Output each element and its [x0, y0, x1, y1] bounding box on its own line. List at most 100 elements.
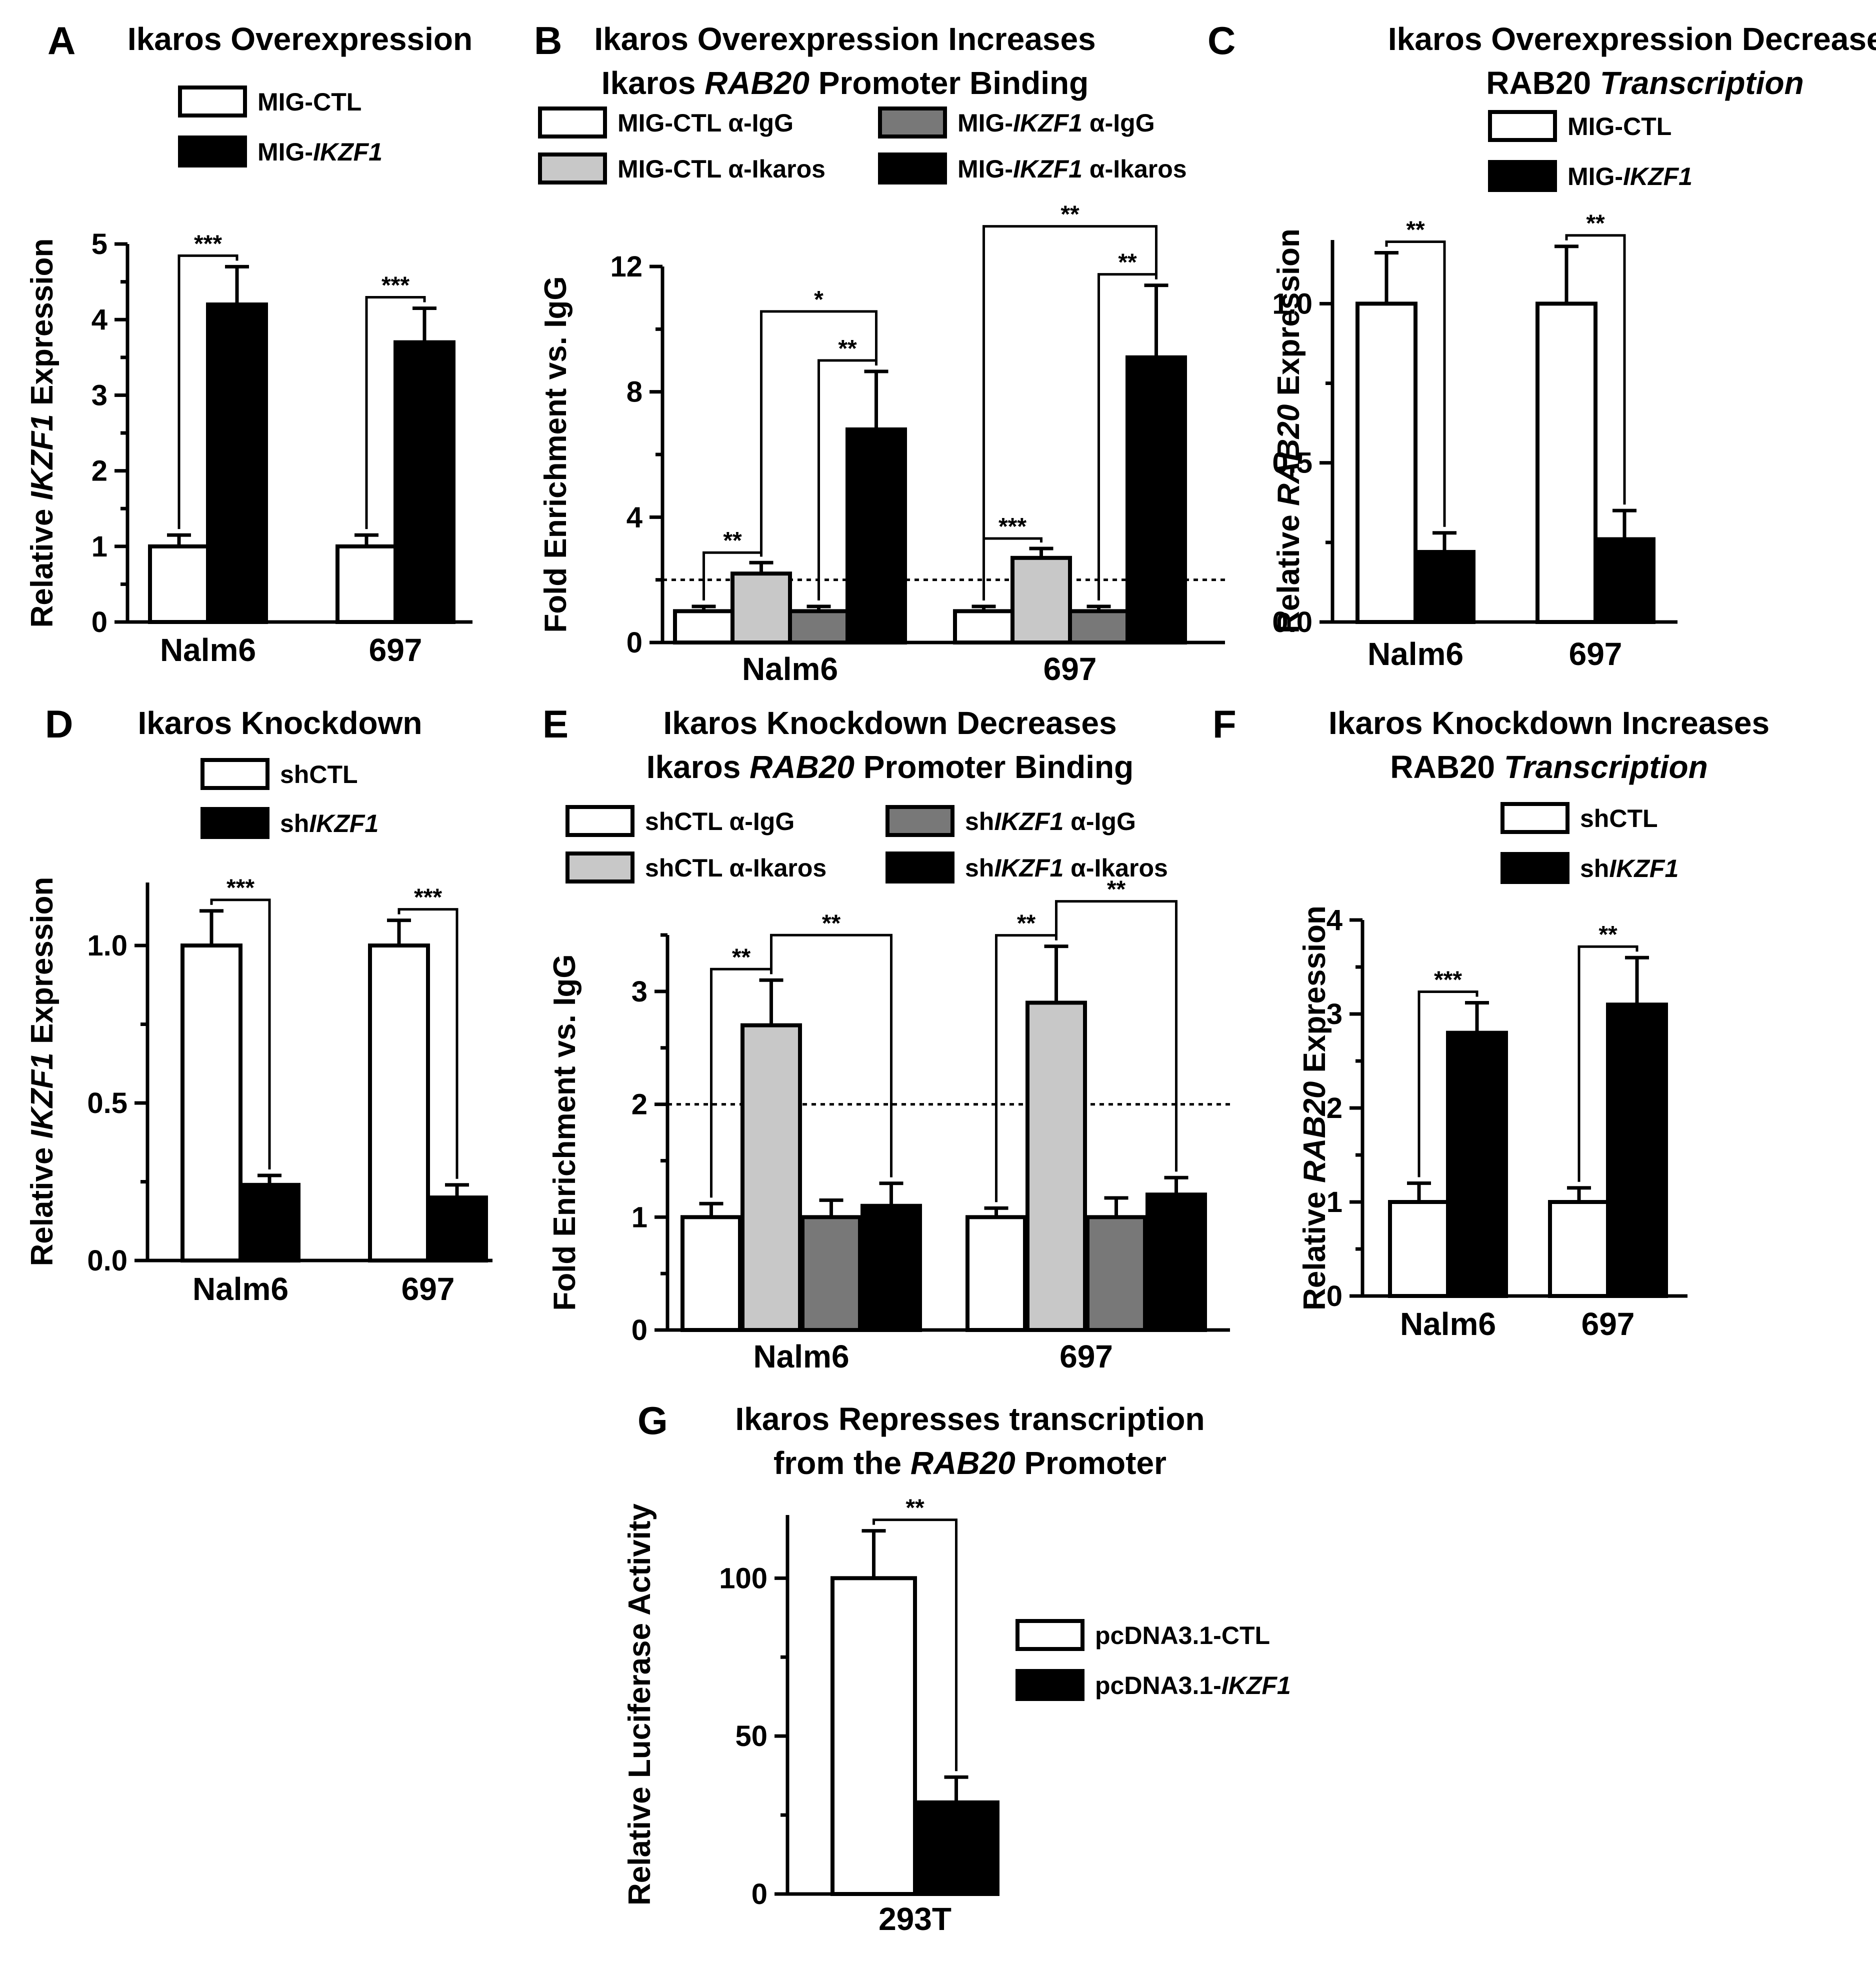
gene-name: IKZF1 — [25, 414, 60, 500]
legend-swatch — [1488, 110, 1557, 142]
significance-label: ** — [1017, 910, 1036, 937]
significance-bracket — [1385, 240, 1446, 527]
legend-swatch — [566, 805, 634, 837]
legend-swatch — [1500, 802, 1570, 834]
y-tick-label: 4 — [92, 304, 108, 336]
significance-label: ** — [732, 944, 751, 970]
legend-label: shCTL — [1580, 804, 1658, 832]
text-part: MIG-CTL — [258, 88, 362, 116]
significance-bracket — [1418, 990, 1478, 1178]
gene-name: Transcription — [1495, 749, 1708, 785]
panel-title: RAB20 Transcription — [1486, 65, 1804, 101]
gene-name: IKZF1 — [994, 808, 1064, 836]
y-axis-title: Relative RAB20 Expression — [1272, 228, 1306, 634]
category-label: Nalm6 — [753, 1338, 849, 1374]
gene-name: IKZF1 — [25, 1052, 60, 1138]
significance-label: ** — [906, 1495, 924, 1522]
gene-name: IKZF1 — [309, 810, 378, 838]
gene-name: IKZF1 — [1013, 109, 1082, 137]
category-label: Nalm6 — [1400, 1306, 1496, 1342]
gene-name: IKZF1 — [994, 854, 1064, 882]
bar-F-0-0 — [1388, 1200, 1450, 1298]
panel-E: E Ikaros Knockdown Decreases Ikaros RAB20 … — [542, 702, 1230, 1374]
text-part: Ikaros Overexpression — [128, 21, 472, 57]
significance-label: ** — [1107, 876, 1126, 903]
text-part: α-IgG — [1082, 109, 1155, 137]
legend-label: MIG-IKZF1 — [258, 138, 382, 166]
text-part: Relative — [25, 1138, 60, 1266]
panel-D: D Ikaros KnockdownshCTLshIKZF10.00.51.0Re… — [25, 702, 492, 1307]
legend-label: shIKZF1 α-IgG — [965, 808, 1136, 836]
text-part: MIG- — [1568, 162, 1623, 190]
legend-swatch — [1016, 1619, 1084, 1651]
y-tick-label: 100 — [719, 1562, 768, 1594]
panel-label: G — [638, 1398, 668, 1442]
bar-E-1-0 — [966, 1215, 1027, 1332]
y-tick-label: 2 — [92, 455, 108, 488]
panel-A: A Ikaros OverexpressionMIG-CTLMIG-IKZF101… — [25, 18, 472, 668]
bar-D-0-1 — [238, 1182, 300, 1263]
text-part: sh — [965, 854, 994, 882]
y-tick-label: 1.0 — [1272, 288, 1312, 320]
significance-label: ** — [1118, 250, 1137, 276]
significance-label: ** — [1060, 202, 1080, 228]
bar-E-0-0 — [680, 1215, 742, 1332]
legend-label: MIG-IKZF1 — [1568, 162, 1692, 190]
bar-E-1-2 — [1086, 1215, 1147, 1332]
gene-name: IKZF1 — [1222, 1672, 1291, 1700]
bar-E-0-2 — [800, 1215, 862, 1332]
gene-name: IKZF1 — [1623, 162, 1692, 190]
y-tick-label: 3 — [92, 379, 108, 412]
bar-C-1-0 — [1536, 302, 1598, 624]
legend-label: MIG-CTL — [1568, 112, 1672, 140]
legend-label: shIKZF1 α-Ikaros — [965, 854, 1168, 882]
y-tick-label: 3 — [1326, 998, 1342, 1030]
bar-B-0-1 — [730, 572, 792, 644]
text-part: Fold Enrichment vs. IgG — [538, 276, 573, 632]
significance-bracket — [982, 225, 1158, 600]
panel-B: B Ikaros Overexpression Increases Ikaros R… — [534, 18, 1225, 687]
text-part: Relative — [1272, 506, 1306, 634]
legend-label: shCTL α-IgG — [645, 808, 794, 836]
text-part: Ikaros Knockdown Increases — [1328, 705, 1770, 741]
bar-A-0-0 — [148, 544, 210, 624]
bar-B-1-0 — [953, 609, 1014, 645]
y-tick-label: 3 — [632, 976, 648, 1008]
panel-G: G Ikaros Represses transcription from the … — [622, 1398, 1291, 1937]
y-tick-label: 0 — [92, 606, 108, 638]
category-label: Nalm6 — [160, 632, 256, 668]
bar-D-1-0 — [368, 944, 430, 1262]
legend-swatch — [178, 136, 247, 168]
panel-title: RAB20 Transcription — [1390, 749, 1708, 785]
y-tick-label: 1 — [632, 1201, 648, 1234]
text-part: shCTL α-IgG — [645, 808, 794, 836]
y-tick-label: 0 — [752, 1878, 768, 1910]
y-tick-label: 0 — [626, 626, 642, 659]
panel-title: Ikaros Overexpression Decreases — [1388, 21, 1876, 57]
y-axis-title: Relative Luciferase Activity — [622, 1503, 657, 1906]
panel-label: F — [1212, 702, 1236, 746]
y-tick-label: 1 — [92, 530, 108, 563]
significance-bracket — [1578, 945, 1638, 1182]
bar-B-1-1 — [1010, 556, 1072, 645]
text-part: Promoter — [1016, 1445, 1166, 1481]
legend-swatch — [1016, 1669, 1084, 1701]
significance-bracket — [1055, 900, 1178, 1172]
panel-title: from the RAB20 Promoter — [774, 1445, 1166, 1481]
bar-D-1-1 — [426, 1196, 488, 1262]
legend-swatch — [886, 852, 954, 884]
text-part: RAB20 — [1390, 749, 1495, 785]
significance-bracket — [210, 898, 271, 1170]
category-label: 697 — [369, 632, 422, 668]
gene-name: RAB20 — [750, 749, 854, 785]
text-part: Ikaros Represses transcription — [735, 1401, 1204, 1437]
gene-name: RAB20 — [1298, 1082, 1332, 1183]
significance-label: *** — [226, 875, 254, 902]
category-label: 697 — [402, 1271, 455, 1307]
legend-label: pcDNA3.1-CTL — [1095, 1622, 1270, 1650]
category-label: Nalm6 — [1368, 636, 1464, 672]
text-part: sh — [1580, 854, 1609, 882]
legend-label: shIKZF1 — [1580, 854, 1678, 882]
bar-C-0-1 — [1414, 550, 1476, 624]
